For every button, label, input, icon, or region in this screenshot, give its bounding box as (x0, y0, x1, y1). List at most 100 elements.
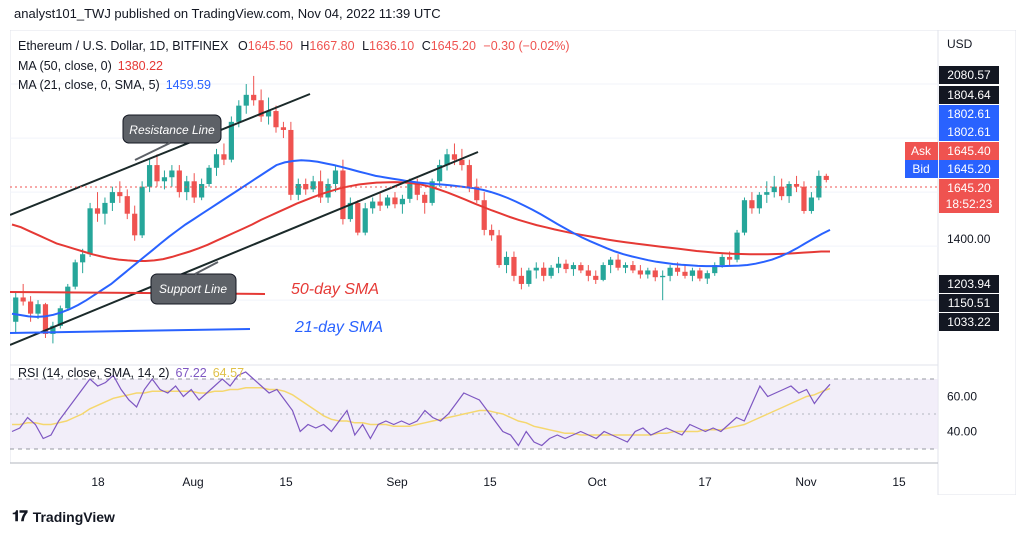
rsi-tick-40: 40.00 (947, 425, 977, 439)
candle-body (682, 271, 688, 276)
candle-body (318, 181, 324, 198)
candle-body (280, 127, 287, 130)
x-axis-ticks: 18 Aug 15 Sep 15 Oct 17 Nov 15 (91, 475, 906, 489)
badge-1802-a-bg (939, 105, 999, 123)
candle-body (712, 265, 718, 274)
candle-body (704, 273, 710, 279)
candle-body (496, 235, 502, 266)
bid-label-bg (905, 160, 938, 178)
moving-averages (11, 159, 831, 318)
badge-1203: 1203.94 (947, 277, 991, 291)
candle-body (213, 154, 220, 168)
candle-body (764, 192, 770, 195)
candle-body (132, 213, 138, 236)
bid-label: Bid (912, 162, 929, 176)
candle-body (355, 202, 361, 233)
candle-body (541, 267, 547, 276)
candle-body (511, 256, 517, 276)
sma21-annotation: 21-day SMA (294, 319, 383, 336)
candle-body (332, 170, 339, 184)
candle-body (474, 186, 480, 201)
resistance-callout[interactable]: Resistance Line (122, 114, 222, 161)
candle-body (578, 265, 584, 271)
candle-body (27, 301, 34, 314)
badge-1150: 1150.51 (948, 296, 991, 310)
candle-body (310, 181, 316, 190)
legend-symbol: Ethereum / U.S. Dollar, 1D, BITFINEX O16… (18, 39, 570, 53)
candle-body (719, 256, 725, 266)
badge-1203-bg (939, 275, 999, 293)
legend-ma21: MA (21, close, 0, SMA, 5) 1459.59 (18, 78, 211, 92)
support-callout[interactable]: Support Line (150, 261, 237, 305)
candle-body (414, 183, 420, 195)
candle-body (674, 267, 681, 272)
price-panel (9, 29, 939, 366)
tradingview-footer[interactable]: 𝟏𝟕 TradingView (12, 508, 115, 525)
candle-body (228, 121, 234, 160)
ma21-line (11, 159, 831, 318)
candle-body (124, 196, 130, 214)
countdown: 18:52:23 (946, 197, 993, 211)
candle-body (80, 254, 86, 263)
badge-1804: 1804.64 (947, 88, 991, 102)
x-tick-label: 15 (483, 475, 497, 489)
rsi-tick-60: 60.00 (947, 390, 977, 404)
rsi-band (10, 378, 938, 450)
candle-body (20, 297, 26, 302)
rsi-lines (11, 371, 831, 447)
candle-body (221, 154, 227, 160)
badge-1033: 1033.22 (947, 315, 991, 329)
candle-body (347, 202, 353, 220)
candle-body (630, 265, 636, 271)
x-tick-label: 17 (698, 475, 712, 489)
candle-body (615, 259, 621, 268)
x-tick-label: 15 (279, 475, 293, 489)
candle-body (563, 263, 569, 270)
x-tick-label: Oct (588, 475, 607, 489)
bid-value: 1645.20 (947, 162, 991, 176)
ask-value: 1645.40 (947, 144, 991, 158)
candle-body (161, 177, 168, 182)
candle-body (503, 256, 510, 266)
sma50-annotation: 50-day SMA (291, 281, 379, 298)
candle-body (555, 263, 562, 268)
candle-body (191, 181, 197, 198)
badge-1804-bg (939, 86, 999, 104)
candle-body (570, 265, 577, 270)
candle-body (288, 129, 294, 195)
candle-body (756, 194, 762, 209)
candle-body (429, 181, 435, 203)
currency-label: USD (947, 37, 973, 51)
candle-body (660, 275, 666, 278)
candle-body (154, 165, 160, 182)
candle-body (251, 94, 257, 101)
brand-name: TradingView (32, 508, 115, 525)
price-chart-svg[interactable]: 18 Aug 15 Sep 15 Oct 17 Nov 15 2080.57 1804.64 180… (9, 29, 1017, 496)
candle-body (793, 183, 800, 187)
price-tag-bg (939, 179, 999, 213)
resistance-label: Resistance Line (129, 123, 215, 137)
chart-area[interactable]: 18 Aug 15 Sep 15 Oct 17 Nov 15 2080.57 1804.64 180… (9, 29, 1017, 496)
candle-body (526, 270, 532, 284)
ask-label-bg (905, 142, 938, 160)
x-tick-label: 18 (91, 475, 105, 489)
candle-body (667, 267, 673, 276)
candle-body (370, 201, 376, 209)
candle-body (109, 192, 115, 203)
candle-body (727, 256, 733, 260)
price-tag: 1645.20 (947, 181, 991, 195)
ma50-line (11, 181, 830, 262)
x-tick-label: Sep (386, 475, 408, 489)
candle-body (533, 267, 539, 271)
candle-body (786, 183, 792, 197)
candle-body (481, 200, 487, 230)
candle-body (407, 183, 413, 199)
candle-body (50, 325, 56, 334)
candle-body (548, 267, 554, 276)
candle-body (444, 154, 450, 166)
candle-body (117, 192, 123, 197)
badge-1802-b-bg (939, 123, 999, 141)
candle-body (35, 304, 41, 314)
support-label: Support Line (159, 282, 227, 296)
candle-body (146, 165, 153, 187)
